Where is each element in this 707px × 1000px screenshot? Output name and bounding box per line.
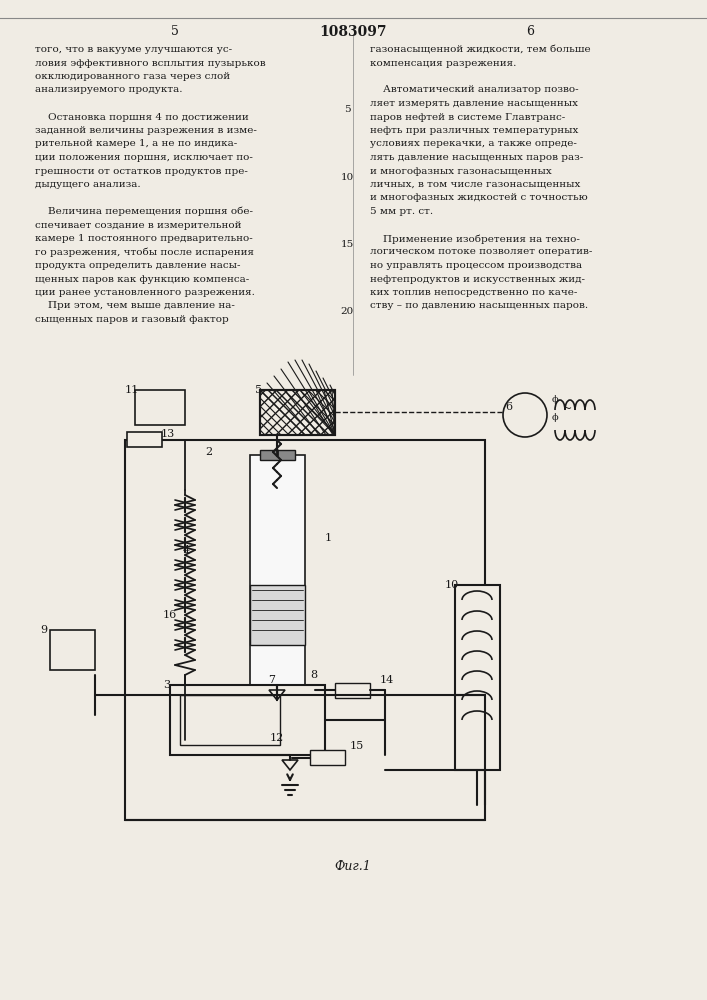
Text: 14: 14 <box>380 675 395 685</box>
Text: щенных паров как функцию компенса-: щенных паров как функцию компенса- <box>35 274 250 284</box>
Text: го разрежения, чтобы после испарения: го разрежения, чтобы после испарения <box>35 247 254 257</box>
Text: ции положения поршня, исключает по-: ции положения поршня, исключает по- <box>35 153 253 162</box>
Text: грешности от остатков продуктов пре-: грешности от остатков продуктов пре- <box>35 166 248 176</box>
Text: 5: 5 <box>344 105 350 114</box>
Text: ϕ: ϕ <box>552 395 559 404</box>
Text: анализируемого продукта.: анализируемого продукта. <box>35 86 182 95</box>
Text: 16: 16 <box>163 610 177 620</box>
Text: Остановка поршня 4 по достижении: Остановка поршня 4 по достижении <box>35 112 249 121</box>
Text: 10: 10 <box>340 172 354 182</box>
Text: паров нефтей в системе Главтранс-: паров нефтей в системе Главтранс- <box>370 112 566 121</box>
Text: продукта определить давление насы-: продукта определить давление насы- <box>35 261 240 270</box>
Text: 6: 6 <box>505 402 512 412</box>
Text: ции ранее установленного разрежения.: ции ранее установленного разрежения. <box>35 288 255 297</box>
Text: лять давление насыщенных паров раз-: лять давление насыщенных паров раз- <box>370 153 583 162</box>
Bar <box>127 432 162 447</box>
Text: Величина перемещения поршня обе-: Величина перемещения поршня обе- <box>35 207 253 217</box>
Bar <box>50 630 95 670</box>
Text: 7: 7 <box>268 675 275 685</box>
Text: При этом, чем выше давление на-: При этом, чем выше давление на- <box>35 302 235 310</box>
Text: заданной величины разрежения в изме-: заданной величины разрежения в изме- <box>35 126 257 135</box>
Text: 3: 3 <box>163 680 170 690</box>
Text: ϕ: ϕ <box>552 413 559 422</box>
Text: ловия эффективного всплытия пузырьков: ловия эффективного всплытия пузырьков <box>35 58 266 68</box>
Text: Автоматический анализатор позво-: Автоматический анализатор позво- <box>370 86 578 95</box>
Text: Применение изобретения на техно-: Применение изобретения на техно- <box>370 234 580 243</box>
Text: но управлять процессом производства: но управлять процессом производства <box>370 261 582 270</box>
Text: нефтепродуктов и искусственных жид-: нефтепродуктов и искусственных жид- <box>370 274 585 284</box>
Bar <box>250 455 305 685</box>
Text: 13: 13 <box>161 429 175 439</box>
Text: 20: 20 <box>340 308 354 316</box>
Text: газонасыщенной жидкости, тем больше: газонасыщенной жидкости, тем больше <box>370 45 590 54</box>
Text: 4: 4 <box>183 545 190 555</box>
Bar <box>260 450 295 460</box>
Text: ~: ~ <box>563 404 572 414</box>
Text: логическом потоке позволяет оператив-: логическом потоке позволяет оператив- <box>370 247 592 256</box>
Text: 15: 15 <box>340 240 354 249</box>
Text: 5 мм рт. ст.: 5 мм рт. ст. <box>370 207 433 216</box>
Text: нефть при различных температурных: нефть при различных температурных <box>370 126 578 135</box>
Text: Фиг.1: Фиг.1 <box>334 860 371 873</box>
Text: 1: 1 <box>325 533 332 543</box>
Bar <box>250 585 305 645</box>
Text: и многофазных жидкостей с точностью: и многофазных жидкостей с точностью <box>370 194 588 202</box>
Bar <box>260 390 335 435</box>
Text: 12: 12 <box>270 733 284 743</box>
Bar <box>310 750 345 765</box>
Text: 11: 11 <box>125 385 139 395</box>
Text: 15: 15 <box>350 741 364 751</box>
Text: ких топлив непосредственно по каче-: ких топлив непосредственно по каче- <box>370 288 578 297</box>
Text: компенсация разрежения.: компенсация разрежения. <box>370 58 516 68</box>
Text: 5: 5 <box>171 25 179 38</box>
Text: 8: 8 <box>310 670 317 680</box>
Text: и многофазных газонасыщенных: и многофазных газонасыщенных <box>370 166 551 176</box>
Bar <box>135 390 185 425</box>
Text: 1083097: 1083097 <box>320 25 387 39</box>
Bar <box>180 695 280 745</box>
Text: 2: 2 <box>205 447 212 457</box>
Text: 9: 9 <box>40 625 47 635</box>
Text: 5: 5 <box>255 385 262 395</box>
Text: того, что в вакууме улучшаются ус-: того, что в вакууме улучшаются ус- <box>35 45 232 54</box>
Text: камере 1 постоянного предварительно-: камере 1 постоянного предварительно- <box>35 234 252 243</box>
Bar <box>125 440 485 820</box>
Bar <box>260 390 335 435</box>
Text: спечивает создание в измерительной: спечивает создание в измерительной <box>35 221 242 230</box>
Bar <box>170 685 325 755</box>
Text: 6: 6 <box>526 25 534 38</box>
Bar <box>335 683 370 698</box>
Polygon shape <box>269 690 285 700</box>
Text: рительной камере 1, а не по индика-: рительной камере 1, а не по индика- <box>35 139 238 148</box>
Text: условиях перекачки, а также опреде-: условиях перекачки, а также опреде- <box>370 139 577 148</box>
Text: ляет измерять давление насыщенных: ляет измерять давление насыщенных <box>370 99 578 108</box>
Bar <box>455 585 500 770</box>
Polygon shape <box>282 760 298 770</box>
Text: личных, в том числе газонасыщенных: личных, в том числе газонасыщенных <box>370 180 580 189</box>
Text: сыщенных паров и газовый фактор: сыщенных паров и газовый фактор <box>35 315 229 324</box>
Text: ству – по давлению насыщенных паров.: ству – по давлению насыщенных паров. <box>370 302 588 310</box>
Text: 10: 10 <box>445 580 460 590</box>
Text: окклюдированного газа через слой: окклюдированного газа через слой <box>35 72 230 81</box>
Text: дыдущего анализа.: дыдущего анализа. <box>35 180 141 189</box>
